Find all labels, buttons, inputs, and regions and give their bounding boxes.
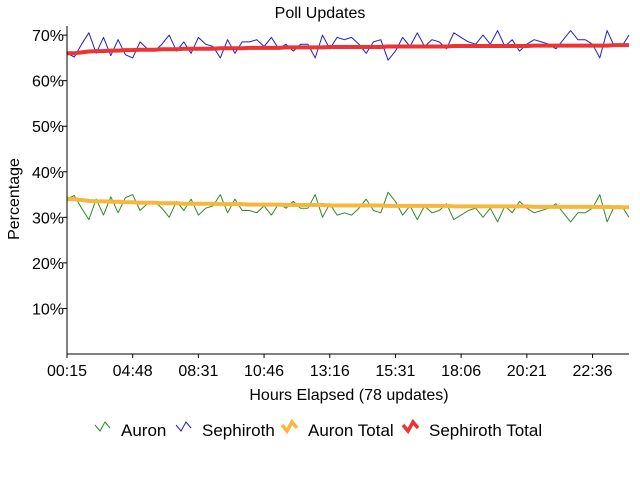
x-tick-label: 13:16: [310, 363, 350, 380]
y-tick-label: 20%: [32, 256, 64, 273]
y-axis-ticks: 10% 20% 30% 40% 50% 60% 70%: [32, 28, 67, 318]
x-tick-label: 10:46: [244, 363, 284, 380]
legend-label: Auron: [121, 421, 166, 440]
y-tick-label: 70%: [32, 28, 64, 45]
series-line-auron: [66, 191, 630, 223]
x-tick-label: 04:48: [113, 363, 153, 380]
y-tick-label: 30%: [32, 210, 64, 227]
legend-swatch-auron-total: [280, 418, 299, 435]
y-axis-title: Percentage: [6, 158, 23, 240]
legend-label: Sephiroth Total: [429, 421, 542, 440]
x-tick-label: 08:31: [178, 363, 218, 380]
legend-label: Sephiroth: [202, 421, 275, 440]
x-tick-label: 20:21: [507, 363, 547, 380]
x-tick-label: 18:06: [441, 363, 481, 380]
series-lines: [66, 30, 630, 223]
y-tick-label: 40%: [32, 165, 64, 182]
y-tick-label: 50%: [32, 119, 64, 136]
x-axis-title: Hours Elapsed (78 updates): [249, 387, 448, 404]
legend-swatch-sephiroth-total: [401, 418, 420, 435]
chart-title: Poll Updates: [275, 5, 366, 22]
axes: [66, 26, 629, 355]
x-axis-ticks: 00:15 04:48 08:31 10:46 13:16 15:31 18:06 20:21…: [47, 354, 613, 380]
x-tick-label: 22:36: [572, 363, 612, 380]
series-line-auron-total: [67, 197, 629, 210]
legend: Auron Sephiroth Auron Total Sephiroth Total: [94, 418, 542, 440]
series-line-sephiroth-total: [67, 43, 629, 56]
legend-swatch-auron: [94, 421, 111, 432]
legend-swatch-sephiroth: [175, 421, 192, 432]
y-tick-label: 60%: [32, 74, 64, 91]
series-line-sephiroth: [66, 30, 630, 61]
legend-label: Auron Total: [308, 421, 394, 440]
x-tick-label: 00:15: [47, 363, 87, 380]
x-tick-label: 15:31: [375, 363, 415, 380]
y-tick-label: 10%: [32, 301, 64, 318]
